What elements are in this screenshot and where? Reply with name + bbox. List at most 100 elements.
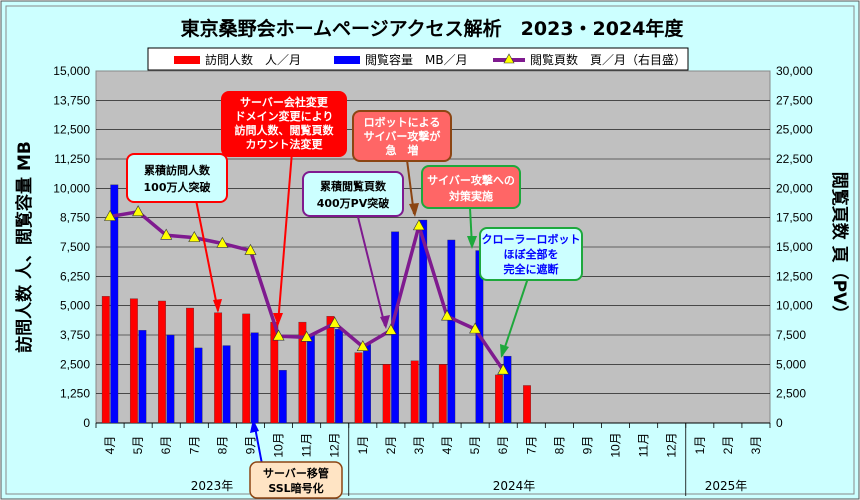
arrowhead-ann-3 (409, 203, 419, 217)
y-left-tick-label: 8,750 (60, 211, 90, 225)
arrowhead-ann-4 (380, 315, 390, 329)
bar-visitors (523, 385, 531, 424)
point-pageviews (328, 316, 341, 328)
annotation-6-line-1: クローラーロボット (482, 232, 581, 246)
y-right-tick-label: 27,500 (776, 93, 813, 107)
annotation-2-line-3: 訪問人数、閲覧頁数 (235, 123, 335, 137)
bar-visitors (410, 360, 419, 424)
bar-volume (306, 334, 315, 424)
y-right-tick-label: 12,500 (776, 269, 813, 283)
annotation-7-line-2: SSL暗号化 (268, 481, 323, 495)
bar-visitors (242, 313, 251, 424)
x-tick-label: 9月 (243, 436, 257, 455)
annotation-3-line-1: ロボットによる (364, 115, 441, 129)
bar-visitors (101, 296, 110, 424)
x-tick-label: 2月 (384, 436, 398, 455)
arrowhead-ann-5 (467, 236, 477, 249)
point-pageviews (104, 209, 117, 221)
y-axis-left-label: 訪問人数 人、閲覧容量 MB (14, 141, 35, 353)
y-left-tick-label: 12,500 (53, 123, 90, 137)
legend-label-volume: 閲覧容量 MB／月 (365, 52, 468, 67)
x-tick-label: 5月 (131, 436, 145, 455)
annotation-5-line-2: 対策実施 (448, 189, 493, 203)
bar-visitors (186, 307, 194, 424)
y-left-tick-label: 5,000 (60, 299, 90, 313)
y-right-tick-label: 30,000 (776, 64, 813, 78)
bar-visitors (129, 298, 138, 424)
x-tick-label: 2月 (721, 436, 735, 455)
chart-title: 東京桑野会ホームページアクセス解析 2023・2024年度 (181, 17, 685, 40)
y-left-tick-label: 0 (83, 416, 90, 430)
bar-volume (222, 345, 231, 424)
point-pageviews (469, 322, 482, 334)
bar-volume (419, 219, 428, 424)
y-right-tick-label: 15,000 (776, 240, 813, 254)
y-left-tick-label: 7,500 (60, 240, 90, 254)
annotation-box-7 (249, 461, 343, 499)
annotation-5-line-1: サイバー攻撃への (427, 173, 515, 187)
bar-volume (138, 330, 147, 424)
annotation-1: 累積訪問人数 100万人突破 (126, 153, 228, 203)
x-tick-label: 3月 (412, 436, 426, 455)
point-pageviews (497, 363, 510, 375)
x-tick-label: 7月 (187, 436, 201, 455)
y-left-tick-label: 3,750 (60, 328, 90, 342)
y-left-tick-label: 13,750 (53, 93, 90, 107)
y-right-tick-label: 20,000 (776, 181, 813, 195)
point-pageviews (244, 243, 257, 255)
annotation-arrows (195, 151, 529, 465)
legend-box (147, 47, 689, 71)
y-right-tick-label: 10,000 (776, 299, 813, 313)
annotation-box-3 (352, 110, 452, 162)
x-tick-label: 5月 (468, 436, 482, 455)
y-right-tick-label: 7,500 (776, 328, 806, 342)
bar-volume (335, 328, 343, 424)
bar-volume (363, 344, 371, 424)
bar-volume (503, 355, 512, 424)
bar-visitors (495, 374, 503, 424)
y-left-tick-label: 11,250 (54, 152, 90, 166)
bar-visitors (298, 321, 307, 424)
y-left-tick-label: 1,250 (60, 387, 90, 401)
x-tick-label: 1月 (693, 436, 707, 455)
y-right-tick-label: 5,000 (776, 357, 806, 371)
year-label-2024: 2024年 (493, 479, 536, 493)
annotation-7-line-1: サーバー移管 (263, 466, 329, 480)
bar-volume (166, 334, 175, 424)
x-tick-label: 11月 (637, 433, 651, 457)
annotation-3-line-3: 急 増 (386, 143, 419, 157)
annotation-box-6 (479, 227, 583, 281)
annotation-2-line-2: ドメイン変更により (235, 109, 334, 123)
annotation-2-line-4: カウント法変更 (246, 137, 324, 151)
legend-label-visitors: 訪問人数 人／月 (205, 52, 301, 67)
annotation-2-line-1: サーバー会社変更 (240, 95, 329, 109)
y-right-tick-label: 2,500 (776, 387, 806, 401)
annotation-5: サイバー攻撃への 対策実施 (421, 165, 521, 209)
legend: 訪問人数 人／月 閲覧容量 MB／月 閲覧頁数 頁／月（右目盛） (147, 47, 689, 71)
chart-inner-frame (5, 5, 855, 495)
y-right-tick-label: 17,500 (776, 211, 813, 225)
x-tick-label: 4月 (103, 436, 117, 455)
x-tick-label: 11月 (300, 433, 314, 457)
x-tick-label: 12月 (328, 432, 342, 457)
bar-volume (194, 347, 203, 424)
y-left-tick-label: 10,000 (53, 181, 90, 195)
annotation-box-4 (302, 171, 404, 217)
y-right-tick-label: 0 (776, 416, 783, 430)
point-pageviews (160, 228, 173, 240)
bar-visitors (382, 364, 391, 424)
y-axis-right-label: 閲覧頁数 頁（PV） (829, 172, 850, 323)
annotation-6-line-3: 完全に遮断 (504, 262, 559, 276)
point-pageviews (272, 329, 285, 341)
annotation-1-line-2: 100万人突破 (144, 180, 211, 194)
annotation-4-line-1: 累積閲覧頁数 (320, 179, 387, 193)
bar-volume (110, 184, 119, 424)
annotation-4: 累積閲覧頁数 400万PV突破 (302, 171, 404, 217)
point-pageviews (356, 340, 369, 352)
point-pageviews (216, 236, 229, 248)
arrowhead-ann-6 (500, 344, 509, 358)
arrowhead-ann-1 (213, 299, 222, 313)
point-pageviews (441, 309, 454, 321)
annotation-3: ロボットによる サイバー攻撃が 急 増 (352, 110, 452, 162)
